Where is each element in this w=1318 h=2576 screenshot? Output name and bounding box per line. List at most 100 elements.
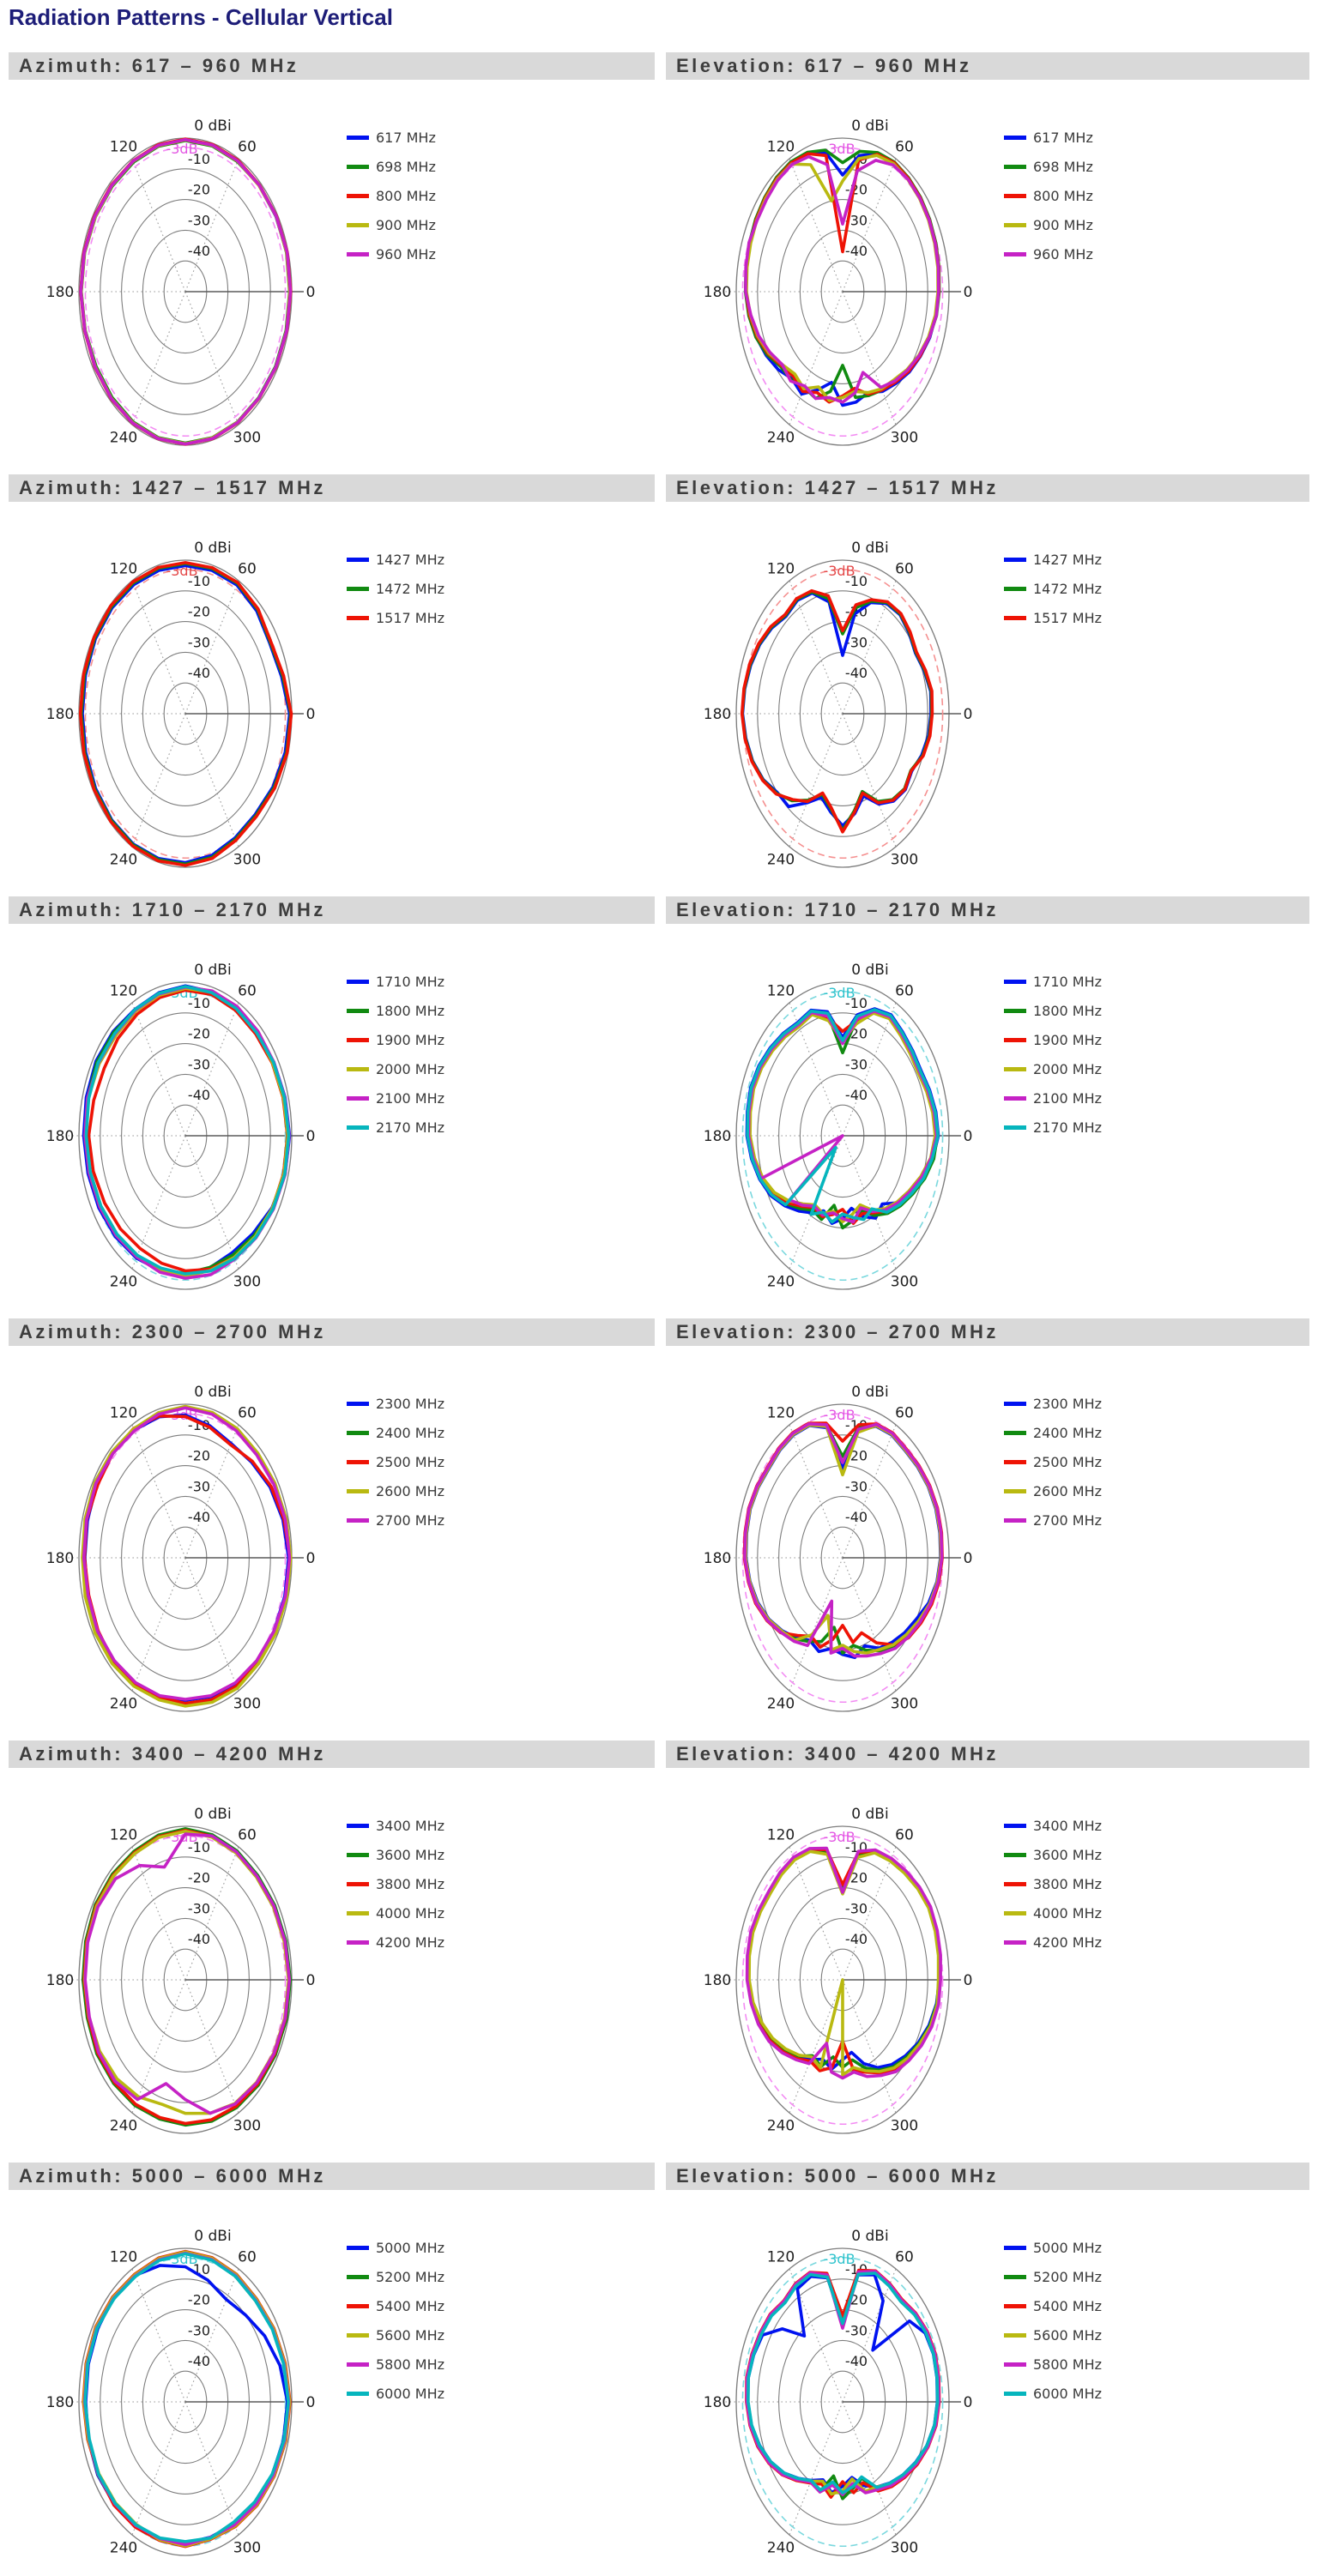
chart-content: 0 dBi -10 -20 -30 -40 -3dB 0 60 120 180 240 300 617 … bbox=[9, 80, 655, 464]
ring-label: -40 bbox=[845, 1509, 868, 1525]
legend-swatch bbox=[1004, 557, 1026, 562]
angle-label-240: 240 bbox=[110, 1274, 137, 1291]
series-trace-960-mhz bbox=[744, 154, 940, 404]
angle-label-120: 120 bbox=[110, 560, 137, 577]
legend-label: 2100 MHz bbox=[1033, 1089, 1103, 1107]
legend: 1427 MHz 1472 MHz 1517 MHz bbox=[347, 502, 444, 632]
angle-label-120: 120 bbox=[767, 2248, 795, 2265]
legend-swatch bbox=[1004, 251, 1026, 256]
legend-label: 5800 MHz bbox=[1033, 2356, 1103, 2373]
legend-label: 3400 MHz bbox=[376, 1817, 445, 1834]
angle-label-180: 180 bbox=[46, 706, 74, 723]
legend-label: 1800 MHz bbox=[376, 1002, 445, 1019]
ring-label: -40 bbox=[845, 2353, 868, 2369]
ring-label: -30 bbox=[188, 1900, 210, 1916]
legend-swatch bbox=[1004, 1823, 1026, 1828]
section-header: Azimuth: 1710 – 2170 MHz bbox=[9, 896, 655, 924]
ring-label: -10 bbox=[188, 573, 210, 589]
ring-label: -10 bbox=[845, 995, 868, 1011]
legend-item: 698 MHz bbox=[347, 152, 436, 181]
angle-label-180: 180 bbox=[704, 1972, 731, 1989]
legend-label: 2600 MHz bbox=[376, 1482, 445, 1499]
section-header: Azimuth: 1427 – 1517 MHz bbox=[9, 474, 655, 502]
grid-spoke bbox=[131, 158, 186, 293]
angle-label-180: 180 bbox=[704, 2394, 731, 2411]
legend-label: 698 MHz bbox=[376, 158, 436, 175]
legend-label: 2000 MHz bbox=[376, 1060, 445, 1077]
legend-swatch bbox=[347, 2391, 369, 2396]
angle-label-60: 60 bbox=[895, 982, 914, 999]
angle-label-60: 60 bbox=[895, 560, 914, 577]
legend-item: 3400 MHz bbox=[347, 1811, 444, 1840]
angle-label-0: 0 bbox=[306, 706, 316, 723]
legend-label: 4000 MHz bbox=[376, 1904, 445, 1921]
ring-label-0dbi: 0 dBi bbox=[851, 1384, 888, 1401]
angle-label-300: 300 bbox=[891, 2540, 918, 2557]
legend-swatch bbox=[347, 1852, 369, 1857]
legend-swatch bbox=[347, 1940, 369, 1945]
legend: 1710 MHz 1800 MHz 1900 MHz 2000 MHz 2100 MHz… bbox=[1004, 924, 1102, 1142]
section-header: Elevation: 2300 – 2700 MHz bbox=[666, 1318, 1309, 1346]
ring-label: -20 bbox=[188, 1870, 210, 1886]
ref-ring-3db bbox=[741, 1834, 944, 2126]
series-trace-4200-mhz bbox=[83, 1832, 292, 2115]
legend-label: 900 MHz bbox=[1033, 216, 1093, 233]
legend-item: 5200 MHz bbox=[347, 2262, 444, 2291]
legend: 3400 MHz 3600 MHz 3800 MHz 4000 MHz 4200 MHz bbox=[347, 1768, 444, 1957]
angle-label-0: 0 bbox=[964, 284, 973, 301]
legend-item: 1427 MHz bbox=[347, 545, 444, 574]
section-header: Azimuth: 5000 – 6000 MHz bbox=[9, 2163, 655, 2190]
legend-swatch bbox=[347, 615, 369, 620]
ring-label: -10 bbox=[188, 995, 210, 1011]
angle-label-120: 120 bbox=[110, 1826, 137, 1843]
grid-spoke bbox=[789, 1979, 843, 2114]
legend-item: 2300 MHz bbox=[1004, 1389, 1102, 1418]
legend-label: 698 MHz bbox=[1033, 158, 1093, 175]
legend-label: 1900 MHz bbox=[1033, 1031, 1103, 1048]
grid-spoke bbox=[184, 291, 239, 425]
ring-label-0dbi: 0 dBi bbox=[194, 540, 231, 557]
ring-label-0dbi: 0 dBi bbox=[194, 2228, 231, 2245]
grid-spoke bbox=[789, 158, 843, 293]
legend-label: 3800 MHz bbox=[1033, 1875, 1103, 1892]
ring-label: -30 bbox=[845, 212, 868, 228]
legend-item: 5400 MHz bbox=[347, 2291, 444, 2320]
polar-chart-azimuth-617-960: 0 dBi -10 -20 -30 -40 -3dB 0 60 120 180 240 300 bbox=[46, 118, 316, 447]
angle-label-60: 60 bbox=[238, 2248, 257, 2265]
angle-label-300: 300 bbox=[891, 1274, 918, 1291]
ring-label: -30 bbox=[845, 634, 868, 650]
section-elevation-1427-1517: Elevation: 1427 – 1517 MHz 0 dBi -10 -20 -30… bbox=[666, 474, 1309, 886]
section-azimuth-1427-1517: Azimuth: 1427 – 1517 MHz 0 dBi -10 -20 -30 -4… bbox=[9, 474, 655, 886]
legend-label: 1710 MHz bbox=[376, 973, 445, 990]
section-azimuth-5000-6000: Azimuth: 5000 – 6000 MHz 0 dBi -10 -20 -30 -4… bbox=[9, 2163, 655, 2574]
legend-label: 1472 MHz bbox=[1033, 580, 1103, 597]
ring-label: -40 bbox=[188, 665, 210, 681]
legend-item: 1472 MHz bbox=[347, 574, 444, 603]
angle-label-240: 240 bbox=[767, 1274, 795, 1291]
legend-label: 5400 MHz bbox=[376, 2297, 445, 2314]
section-header: Elevation: 617 – 960 MHz bbox=[666, 52, 1309, 80]
legend-label: 2100 MHz bbox=[376, 1089, 445, 1107]
angle-label-120: 120 bbox=[110, 982, 137, 999]
legend-label: 3600 MHz bbox=[1033, 1846, 1103, 1863]
legend-label: 5000 MHz bbox=[376, 2239, 445, 2256]
legend-label: 800 MHz bbox=[376, 187, 436, 204]
legend-swatch bbox=[1004, 1517, 1026, 1523]
ring-label: -30 bbox=[188, 212, 210, 228]
ring-label: -30 bbox=[188, 1056, 210, 1072]
ring-label: -30 bbox=[845, 1056, 868, 1072]
legend-swatch bbox=[1004, 2391, 1026, 2396]
angle-label-60: 60 bbox=[238, 1404, 257, 1421]
legend-item: 3800 MHz bbox=[347, 1869, 444, 1898]
chart-content: 0 dBi -10 -20 -30 -40 -3dB 0 60 120 180 240 300 2300… bbox=[666, 1346, 1309, 1730]
angle-label-300: 300 bbox=[233, 430, 261, 447]
legend-swatch bbox=[347, 1881, 369, 1886]
ring-label: -30 bbox=[845, 2322, 868, 2338]
legend-item: 3800 MHz bbox=[1004, 1869, 1102, 1898]
legend-item: 4200 MHz bbox=[347, 1927, 444, 1957]
legend-label: 2500 MHz bbox=[376, 1453, 445, 1470]
